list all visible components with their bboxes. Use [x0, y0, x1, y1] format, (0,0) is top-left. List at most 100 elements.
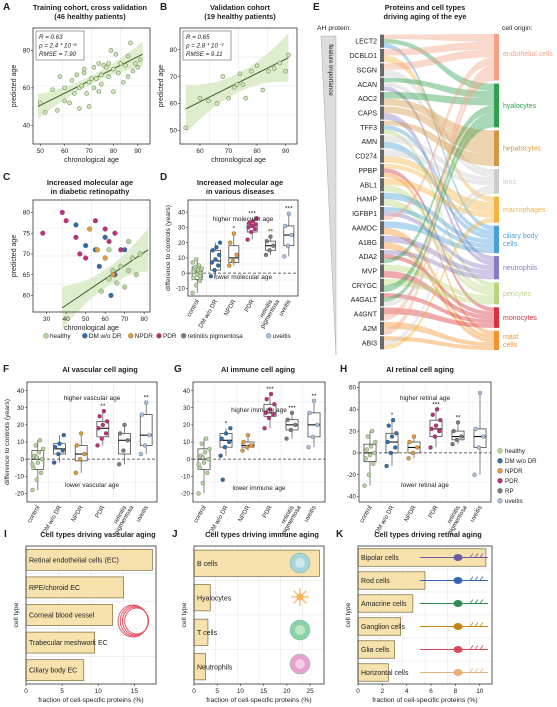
- lower-annotation-F: lower vascular age: [65, 482, 120, 489]
- point-A: [86, 79, 92, 85]
- sankey-flow: [384, 250, 494, 280]
- box-point-G: [310, 434, 316, 440]
- point-A: [86, 104, 92, 109]
- point-B: [231, 85, 237, 90]
- x-tick-label-D: control: [186, 299, 201, 319]
- box-point-D: [214, 245, 219, 250]
- panel-subtitle-e: driving aging of the eye: [384, 12, 467, 21]
- bar-label-J: Hyalocytes: [197, 595, 232, 602]
- x-tick-label-C: 60: [102, 316, 110, 323]
- point-C-dm-w-o-dr: [108, 292, 114, 298]
- box-point-D: [286, 211, 291, 216]
- sankey-flow: [384, 72, 494, 336]
- box-point-G: [263, 410, 268, 416]
- point-B: [234, 82, 240, 87]
- box-point-F: [39, 456, 45, 462]
- legend-label: NPDR: [505, 468, 523, 475]
- amacrine-cell-icon: [420, 599, 488, 607]
- sankey-flow: [384, 41, 494, 56]
- protein-label: SCGN: [357, 67, 377, 74]
- box-point-F: [74, 443, 80, 448]
- stats-line-B: RMSE = 9.11: [186, 51, 223, 58]
- point-C-pdr: [118, 247, 124, 253]
- box-point-D: [282, 254, 287, 259]
- x-tick-label-J: 5: [215, 688, 219, 695]
- legend-marker: [265, 333, 272, 339]
- box-point-H: [459, 434, 464, 439]
- point-C-healthy: [122, 284, 128, 290]
- legend-marker: [497, 458, 503, 464]
- sankey-flow: [384, 125, 494, 235]
- point-A: [94, 76, 99, 81]
- box-point-H: [438, 418, 443, 423]
- box-point-F: [95, 443, 100, 448]
- box-point-H: [386, 423, 391, 428]
- point-B: [206, 98, 211, 104]
- box-point-G: [196, 491, 201, 496]
- y-tick-label-C: 80: [23, 210, 31, 217]
- x-tick-label-A: 50: [37, 148, 45, 155]
- box-point-G: [266, 415, 272, 421]
- point-A: [77, 106, 82, 111]
- b-cell-icon: [289, 552, 311, 574]
- protein-label: A4GALT: [351, 297, 378, 304]
- cell-node: [494, 34, 499, 81]
- point-B: [183, 125, 189, 131]
- box-point-H: [385, 439, 390, 445]
- significance-H: *: [391, 412, 394, 419]
- neuron-branch: [469, 622, 474, 627]
- sankey-flow: [384, 156, 494, 208]
- neuron-branch: [469, 576, 474, 581]
- sankey-flow: [384, 129, 494, 287]
- box-point-F: [82, 451, 87, 457]
- point-A: [98, 81, 104, 87]
- y-axis-label-I: cell type: [13, 602, 20, 627]
- y-tick-label-D: 30: [178, 225, 186, 232]
- y-tick-label-C: 70: [23, 251, 31, 258]
- box-point-D: [216, 252, 222, 258]
- significance-D: ***: [285, 206, 293, 213]
- protein-node: [380, 135, 384, 149]
- protein-node: [380, 321, 384, 336]
- point-B: [286, 52, 291, 58]
- cell-origin-label: ciliary body: [503, 233, 539, 240]
- box-point-F: [37, 438, 43, 443]
- point-C-healthy: [98, 288, 104, 294]
- x-tick-label-H: uveitis: [469, 505, 484, 524]
- point-B: [283, 68, 288, 74]
- box-point-H: [370, 428, 375, 434]
- box-point-H: [473, 426, 478, 432]
- sankey-flow: [384, 264, 494, 300]
- significance-G: ***: [266, 386, 274, 393]
- box-point-G: [264, 396, 269, 402]
- box-point-D: [216, 263, 221, 268]
- box-point-D: [194, 257, 199, 262]
- box-point-D: [210, 248, 215, 253]
- box-point-F: [34, 477, 39, 482]
- box-point-D: [208, 274, 214, 279]
- neuron-branch: [469, 645, 474, 650]
- box-F-4: [118, 433, 131, 455]
- box-point-H: [481, 434, 486, 439]
- box-point-D: [250, 223, 255, 229]
- box-point-H: [428, 445, 433, 450]
- box-point-D: [246, 225, 251, 230]
- point-A: [130, 68, 136, 74]
- box-point-G: [228, 426, 233, 431]
- y-tick-label-C: 65: [23, 272, 31, 279]
- box-point-F: [36, 450, 42, 455]
- neuron-branch: [474, 553, 479, 558]
- bar-label-J: B cells: [197, 561, 218, 568]
- y-axis-label-B: predicted age: [158, 65, 165, 108]
- box-point-F: [34, 455, 39, 460]
- significance-F: **: [100, 403, 106, 410]
- x-tick-label-B: 60: [196, 148, 204, 155]
- box-point-D: [264, 238, 270, 244]
- sankey-flow: [384, 293, 494, 324]
- box-point-H: [432, 434, 438, 439]
- panel-letter-c: C: [3, 172, 10, 183]
- legend-marker: [497, 448, 503, 454]
- box-point-D: [199, 266, 204, 271]
- left-header-e: AH protein:: [317, 25, 351, 32]
- x-tick-label-K: 8: [454, 688, 458, 695]
